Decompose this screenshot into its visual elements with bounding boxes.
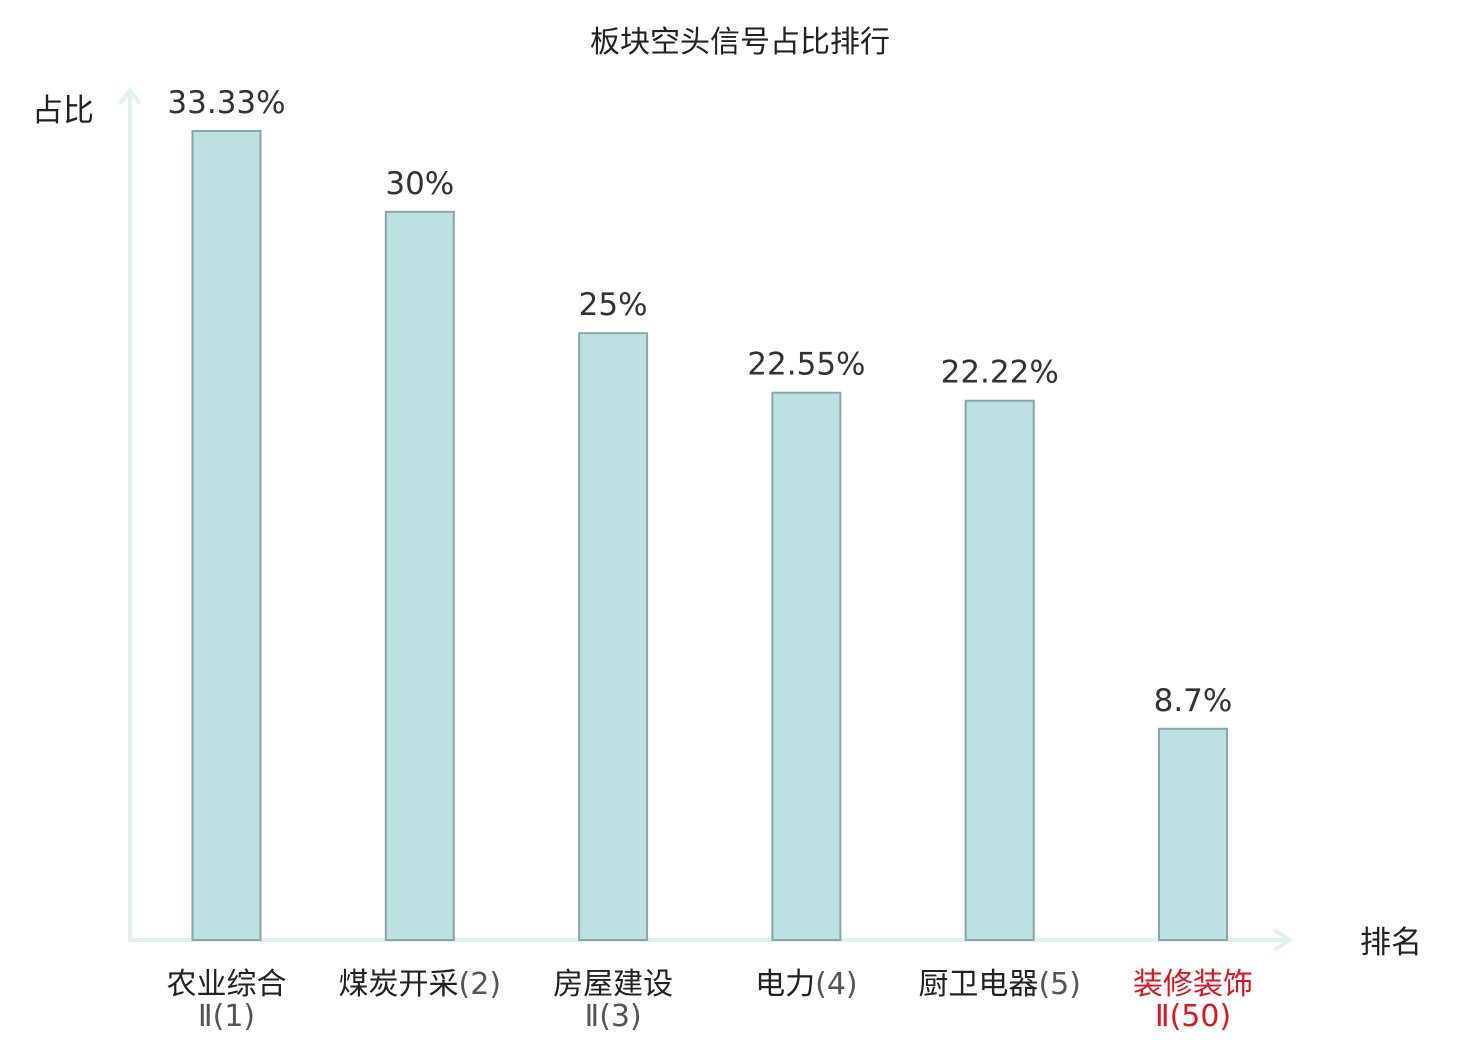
data-label: 22.22% bbox=[941, 355, 1059, 391]
category-name: 电力 bbox=[755, 967, 815, 1002]
category-name: 煤炭开采 bbox=[339, 967, 459, 1002]
bar bbox=[771, 391, 842, 941]
value-labels-group: 33.33% 30% 25% 22.55% 22.22% 8.7% bbox=[167, 85, 1232, 719]
category-rank: Ⅱ(50) bbox=[1155, 999, 1231, 1034]
category-name: 厨卫电器 bbox=[918, 967, 1038, 1002]
x-tick-label: 厨卫电器(5) bbox=[918, 967, 1080, 1002]
category-name: 装修装饰 bbox=[1133, 967, 1253, 1002]
category-rank: Ⅱ(3) bbox=[584, 999, 641, 1034]
bar bbox=[578, 332, 649, 941]
x-tick-label: 农业综合 Ⅱ(1) bbox=[167, 967, 287, 1034]
bar bbox=[1158, 727, 1228, 941]
data-label: 22.55% bbox=[747, 347, 865, 383]
data-label: 30% bbox=[385, 166, 454, 202]
axes bbox=[118, 86, 1294, 952]
bar bbox=[384, 210, 455, 942]
category-name: 农业综合 bbox=[167, 967, 287, 1002]
chart-title: 板块空头信号占比排行 bbox=[590, 25, 890, 60]
category-rank: (2) bbox=[459, 967, 502, 1002]
category-rank: (4) bbox=[815, 967, 858, 1002]
x-tick-label: 煤炭开采(2) bbox=[339, 967, 502, 1002]
x-tick-label: 装修装饰 Ⅱ(50) bbox=[1133, 967, 1253, 1034]
category-rank: Ⅱ(1) bbox=[198, 999, 255, 1034]
x-axis-arrow-icon bbox=[1272, 928, 1294, 952]
category-labels-group: 农业综合 Ⅱ(1)煤炭开采(2) 房屋建设 Ⅱ(3)电力(4) 厨卫电器(5) 装修装饰 Ⅱ… bbox=[167, 967, 1254, 1034]
data-label: 25% bbox=[579, 287, 648, 323]
bars-group bbox=[191, 130, 1228, 942]
y-axis-label: 占比 bbox=[32, 93, 94, 129]
bar bbox=[191, 130, 262, 941]
data-label: 8.7% bbox=[1154, 683, 1233, 719]
x-axis-label: 排名 bbox=[1360, 925, 1422, 961]
category-rank: (5) bbox=[1038, 967, 1081, 1002]
x-tick-label: 电力(4) bbox=[755, 967, 858, 1002]
bar bbox=[964, 399, 1035, 941]
category-name: 房屋建设 bbox=[553, 967, 673, 1002]
x-tick-label: 房屋建设 Ⅱ(3) bbox=[553, 967, 673, 1034]
data-label: 33.33% bbox=[167, 85, 285, 121]
y-axis-arrow-icon bbox=[118, 86, 142, 106]
